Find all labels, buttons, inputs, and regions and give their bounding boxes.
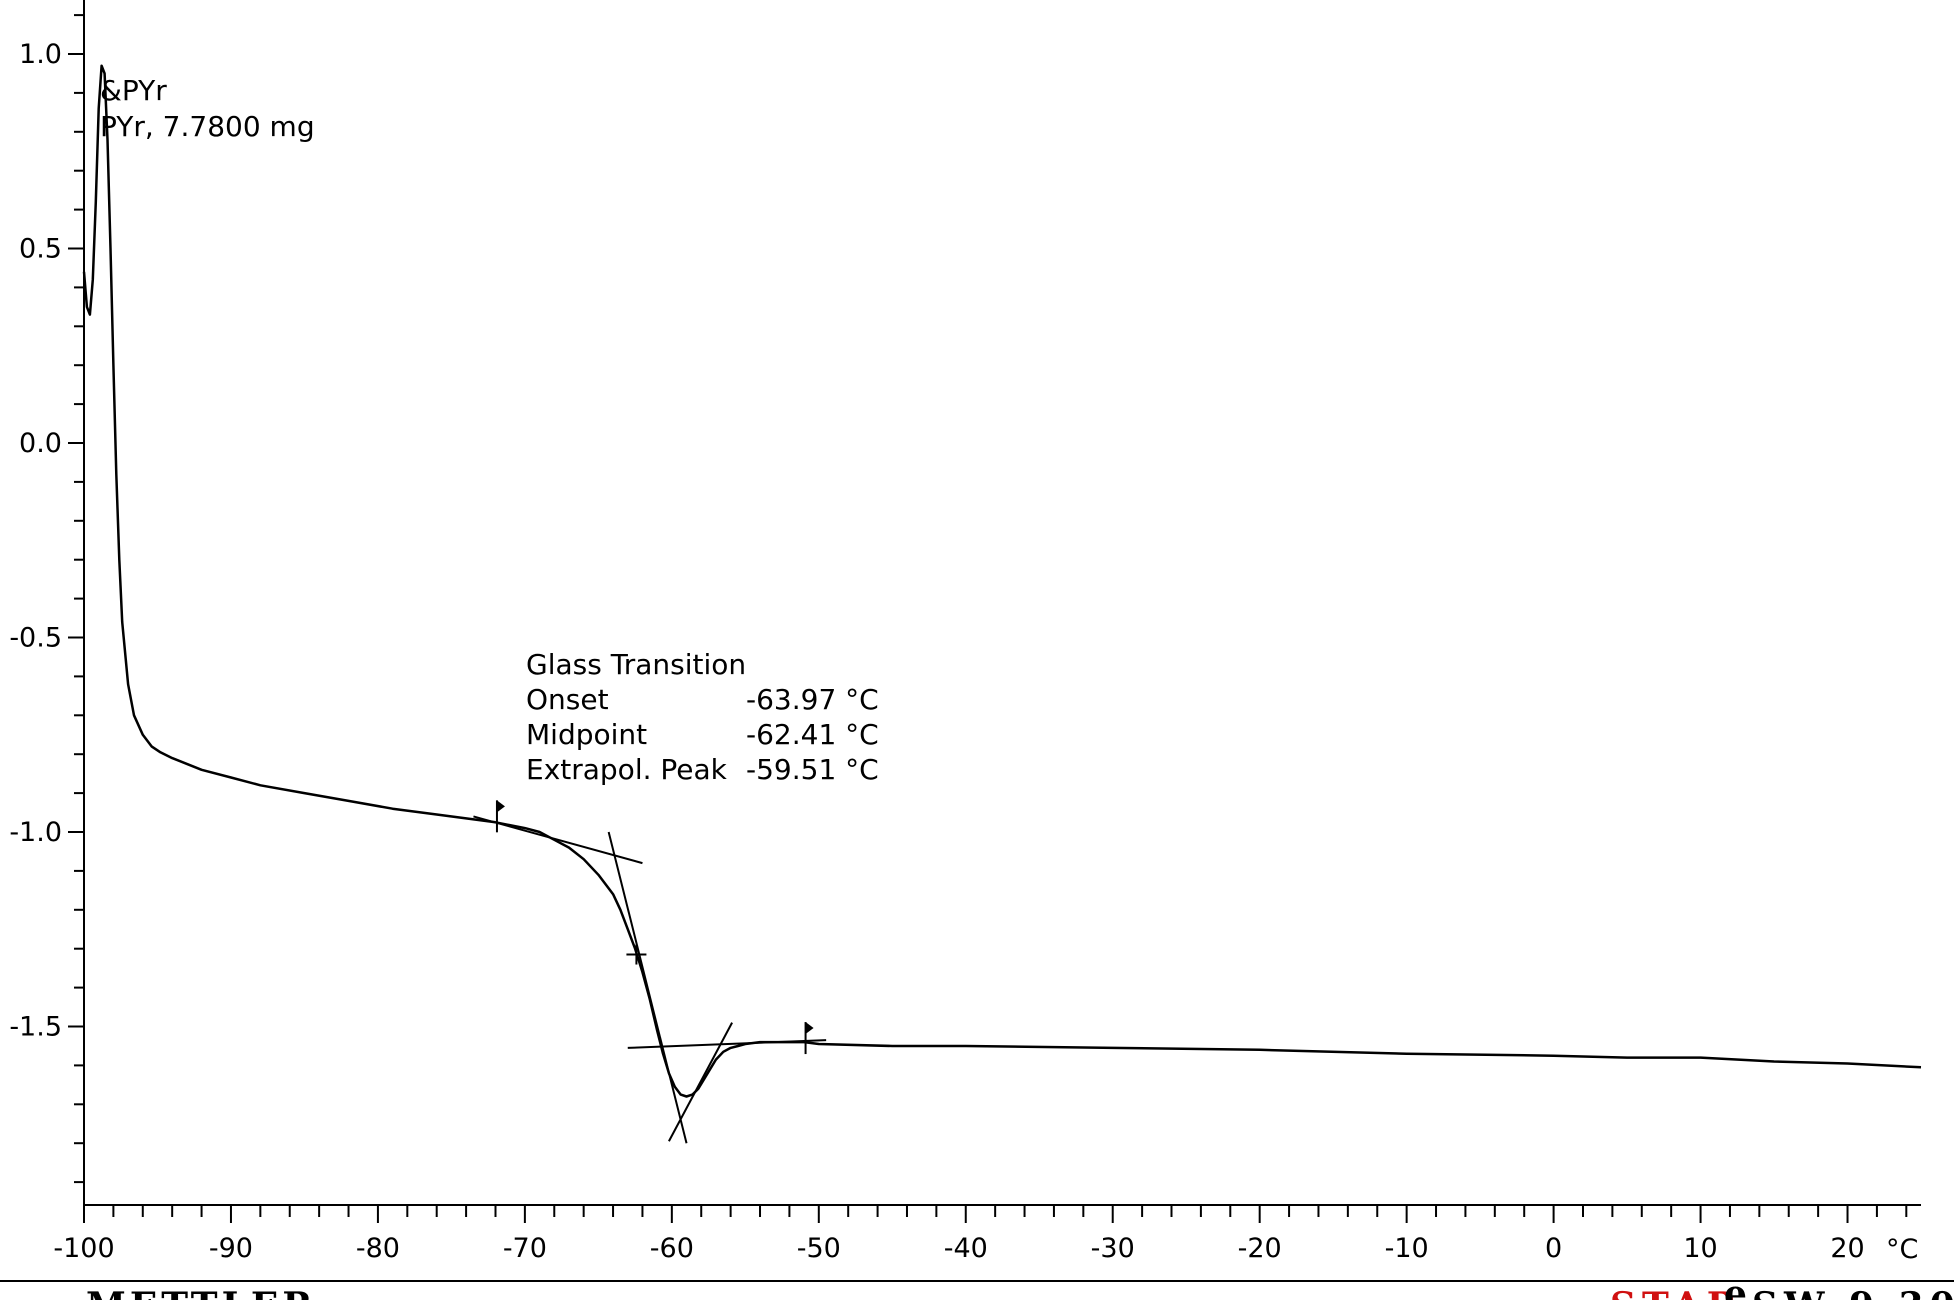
annotation-onset-label: Onset [526, 683, 609, 716]
footer-star: STAR [1610, 1285, 1743, 1300]
x-tick-label: 20 [1830, 1233, 1864, 1264]
labels: &PYr PYr, 7.7800 mg Glass Transition Ons… [100, 74, 1918, 1265]
annotation-midpoint-label: Midpoint [526, 718, 647, 751]
x-tick-label: 10 [1683, 1233, 1717, 1264]
x-tick-label: -10 [1385, 1233, 1429, 1264]
x-tick-label: -70 [503, 1233, 547, 1264]
y-tick-label: -0.5 [9, 623, 62, 654]
tangent-lines [473, 815, 827, 1144]
footer-bar: METTLER STAR e SW 9.30 [0, 1273, 1954, 1300]
annotation-midpoint-value: -62.41 °C [746, 718, 879, 751]
y-tick-label: -1.0 [9, 817, 62, 848]
sample-label-1: &PYr [100, 74, 167, 107]
x-tick-label: -60 [650, 1233, 694, 1264]
annotation-peak-label: Extrapol. Peak [526, 753, 728, 786]
footer-sw: SW 9.30 [1752, 1285, 1954, 1300]
x-tick-label: -30 [1091, 1233, 1135, 1264]
annotation-peak-value: -59.51 °C [746, 753, 879, 786]
footer-brand: METTLER [86, 1285, 316, 1300]
markers [495, 800, 814, 1055]
x-tick-label: -80 [356, 1233, 400, 1264]
annotation-onset-value: -63.97 °C [746, 683, 879, 716]
x-tick-label: -100 [53, 1233, 114, 1264]
x-tick-label: -20 [1238, 1233, 1282, 1264]
footer-star-e: e [1724, 1273, 1753, 1300]
flag-marker [496, 800, 505, 813]
y-tick-label: 0.0 [19, 428, 62, 459]
sample-label-2: PYr, 7.7800 mg [100, 110, 315, 143]
series-layer [82, 64, 1922, 1098]
x-tick-label: -90 [209, 1233, 253, 1264]
tangent-line [668, 1022, 733, 1142]
y-tick-label: -1.5 [9, 1012, 62, 1043]
axes: 1.00.50.0-0.5-1.0-1.5-100 -90 -80 -70 -60 -50… [9, 0, 1921, 1264]
y-tick-label: 1.0 [19, 39, 62, 70]
x-tick-label: -40 [944, 1233, 988, 1264]
x-tick-label: -50 [797, 1233, 841, 1264]
x-unit-label: °C [1886, 1234, 1918, 1265]
dsc-curve [82, 64, 1922, 1098]
flag-marker [805, 1022, 814, 1035]
y-tick-label: 0.5 [19, 234, 62, 265]
annotation-title: Glass Transition [526, 648, 746, 681]
x-tick-label: 0 [1545, 1233, 1562, 1264]
